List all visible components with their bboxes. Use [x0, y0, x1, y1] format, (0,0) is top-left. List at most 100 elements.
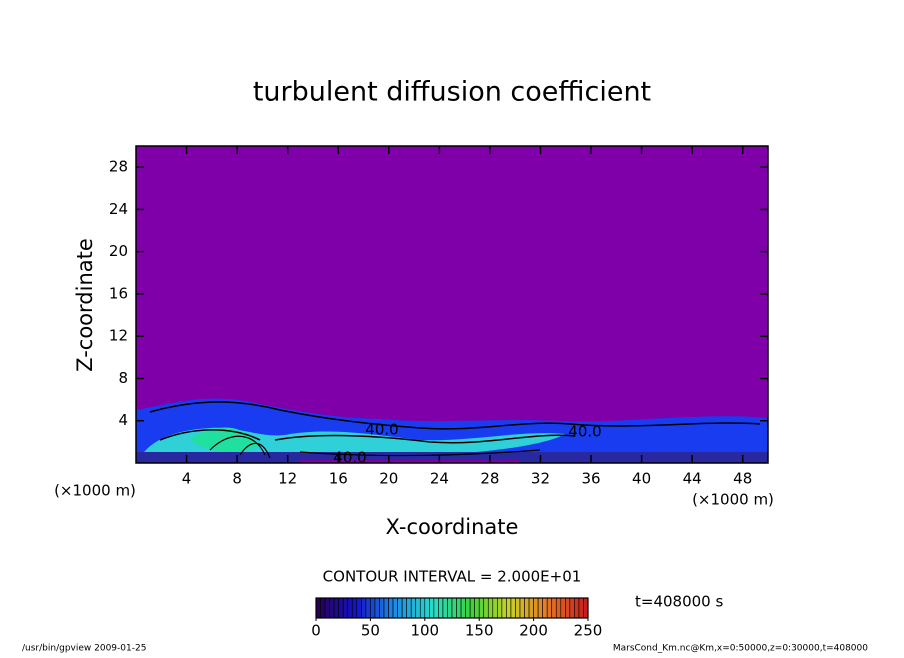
y-tick-label: 12 [109, 327, 128, 345]
colorbar-cell [469, 597, 475, 619]
footer-right: MarsCond_Km.nc@Km,x=0:50000,z=0:30000,t=… [613, 644, 868, 654]
colorbar-cell [524, 597, 530, 619]
colorbar-cell [338, 597, 344, 619]
y-tick-label: 28 [109, 158, 128, 176]
colorbar-tick-label: 100 [410, 622, 439, 640]
x-tick-label: 8 [232, 470, 242, 488]
x-axis-label: X-coordinate [386, 515, 519, 539]
x-tick-label: 36 [581, 470, 600, 488]
colorbar-cell [492, 597, 498, 619]
colorbar-cell [329, 597, 335, 619]
colorbar-cell [551, 597, 557, 619]
colorbar-cell [542, 597, 548, 619]
colorbar-cell [397, 597, 403, 619]
contour-label: 40.0 [333, 449, 366, 467]
colorbar-cell [560, 597, 566, 619]
contour-label: 40.0 [365, 421, 398, 439]
x-tick-label: 20 [379, 470, 398, 488]
x-tick-label: 40 [632, 470, 651, 488]
colorbar-cell [465, 597, 471, 619]
colorbar-cell [555, 597, 562, 619]
colorbar-frame [315, 597, 589, 619]
colorbar-cell [483, 597, 489, 619]
colorbar-tick-label: 250 [574, 622, 603, 640]
colorbar-cell [574, 597, 580, 619]
colorbar-cell [546, 597, 553, 619]
colorbar-cell [419, 597, 426, 619]
colorbar-cell [519, 597, 525, 619]
colorbar-cell [347, 597, 353, 619]
colorbar-cell [351, 597, 358, 619]
colorbar-cell [537, 597, 543, 619]
colorbar-cell [374, 597, 380, 619]
contour-label: 40.0 [568, 423, 601, 441]
colorbar-tick-label: 0 [311, 622, 321, 640]
colorbar-cell [515, 597, 521, 619]
colorbar-cell [342, 597, 349, 619]
colorbar-cell [406, 597, 412, 619]
colorbar-cell [456, 597, 462, 619]
footer-left: /usr/bin/gpview 2009-01-25 [22, 644, 146, 654]
colorbar-cell [565, 597, 571, 619]
colorbar-cell [478, 597, 485, 619]
x-tick-label: 32 [531, 470, 550, 488]
colorbar-cell [379, 597, 385, 619]
colorbar-cell [487, 597, 494, 619]
colorbar-cell [578, 597, 584, 619]
colorbar-cell [451, 597, 457, 619]
y-tick-label: 16 [109, 284, 128, 302]
x-tick-label: 44 [683, 470, 702, 488]
colorbar-tick-label: 150 [465, 622, 494, 640]
y-tick-label: 4 [118, 411, 128, 429]
x-unit: (×1000 m) [692, 491, 774, 509]
y-tick-label: 8 [118, 369, 128, 387]
colorbar-cell [528, 597, 534, 619]
x-tick-label: 48 [733, 470, 752, 488]
colorbar-cell [320, 597, 326, 619]
x-tick-label: 24 [430, 470, 449, 488]
colorbar-cell [392, 597, 398, 619]
y-unit: (×1000 m) [54, 482, 136, 500]
colorbar-cell [361, 597, 367, 619]
colorbar-cell [424, 597, 430, 619]
colorbar-cell [324, 597, 330, 619]
colorbar-cell [415, 597, 421, 619]
x-tick-label: 16 [329, 470, 348, 488]
chart-title: turbulent diffusion coefficient [253, 77, 651, 108]
colorbar-cell [383, 597, 389, 619]
colorbar-cell [401, 597, 407, 619]
colorbar-cell [370, 597, 376, 619]
y-tick-label: 24 [109, 200, 128, 218]
colorbar-cell [460, 597, 466, 619]
colorbar-cell [333, 597, 339, 619]
colorbar-cell [442, 597, 448, 619]
colorbar-cell [433, 597, 439, 619]
colorbar-cell [438, 597, 444, 619]
colorbar-cell [506, 597, 512, 619]
colorbar-cell [365, 597, 371, 619]
colorbar-tick-label: 50 [361, 622, 380, 640]
colorbar-tick-label: 200 [519, 622, 548, 640]
x-tick-label: 28 [480, 470, 499, 488]
contour-interval: CONTOUR INTERVAL = 2.000E+01 [323, 568, 582, 586]
colorbar-cell [388, 597, 394, 619]
colorbar-cell [474, 597, 480, 619]
time-label: t=408000 s [635, 593, 723, 611]
y-axis-label: Z-coordinate [73, 238, 97, 372]
colorbar-cell [410, 597, 417, 619]
colorbar-cell [447, 597, 453, 619]
colorbar-cell [583, 597, 589, 619]
colorbar-cell [429, 597, 435, 619]
colorbar-cell [315, 597, 321, 619]
x-tick-label: 4 [182, 470, 192, 488]
colorbar-cell [501, 597, 507, 619]
colorbar-cell [497, 597, 503, 619]
colorbar-cell [510, 597, 516, 619]
plot-frame [135, 145, 769, 464]
colorbar-cell [569, 597, 575, 619]
x-tick-label: 12 [278, 470, 297, 488]
colorbar-cell [533, 597, 539, 619]
y-tick-label: 20 [109, 242, 128, 260]
field [136, 398, 768, 463]
